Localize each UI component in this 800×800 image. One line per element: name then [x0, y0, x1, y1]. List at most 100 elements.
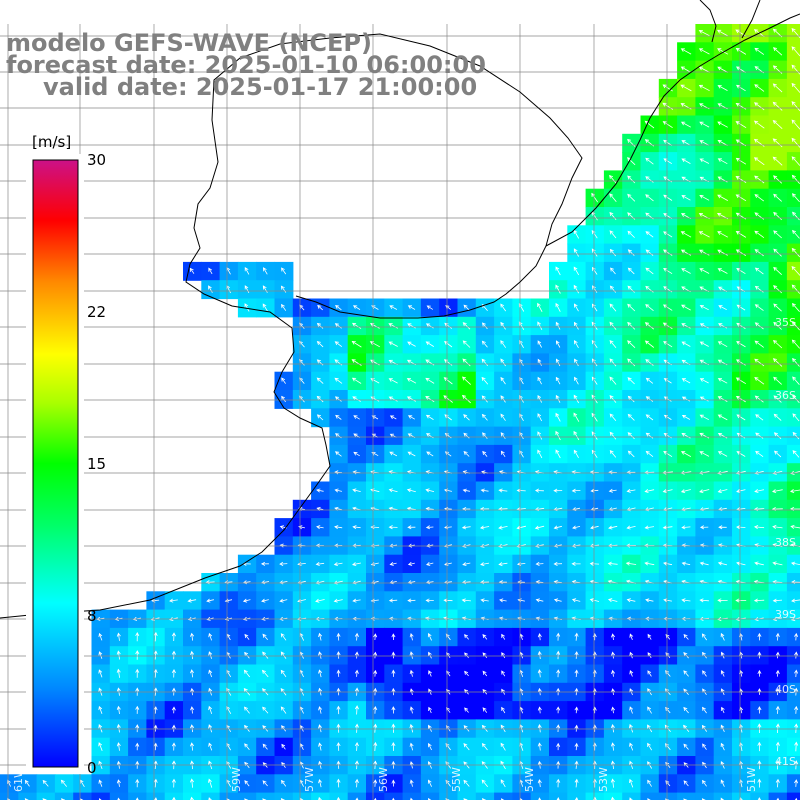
- wind-arrow: [463, 725, 470, 732]
- wind-arrow: [773, 376, 782, 385]
- wind-arrow: [463, 451, 470, 457]
- wind-arrow: [791, 137, 800, 148]
- wind-arrow: [187, 598, 197, 603]
- wind-arrow: [754, 358, 765, 367]
- wind-cell: [530, 792, 550, 800]
- wind-arrow: [153, 650, 158, 660]
- wind-arrow: [409, 669, 414, 677]
- wind-cell: [384, 792, 404, 800]
- wind-arrow: [627, 193, 636, 202]
- wind-arrow: [443, 598, 453, 603]
- wind-cell: [201, 792, 221, 800]
- wind-arrow: [407, 451, 416, 457]
- wind-arrow: [609, 340, 617, 349]
- wind-arrow: [462, 562, 471, 566]
- wind-arrow: [555, 284, 561, 294]
- wind-arrow: [116, 650, 121, 660]
- wind-arrow: [24, 779, 30, 787]
- wind-arrow: [280, 669, 287, 678]
- wind-arrow: [755, 414, 764, 421]
- wind-arrow: [699, 396, 709, 402]
- wind-arrow: [500, 303, 507, 312]
- wind-cell: [256, 792, 276, 800]
- wind-cell: [54, 792, 74, 800]
- wind-arrow: [720, 632, 725, 641]
- wind-arrow: [681, 140, 691, 146]
- graticule-grid: [0, 24, 800, 800]
- wind-arrow: [428, 670, 432, 677]
- wind-arrow: [647, 670, 652, 677]
- wind-arrow: [279, 561, 288, 566]
- wind-arrow: [702, 706, 707, 714]
- wind-arrow: [680, 84, 692, 92]
- wind-arrow: [116, 779, 121, 787]
- wind-arrow: [772, 598, 783, 603]
- wind-arrow: [425, 377, 435, 384]
- wind-arrow: [336, 742, 341, 751]
- wind-arrow: [352, 305, 361, 310]
- wind-arrow: [352, 488, 361, 493]
- wind-arrow: [627, 267, 635, 275]
- wind-cell: [786, 701, 800, 720]
- wind-arrow: [208, 267, 213, 275]
- wind-arrow: [443, 377, 453, 385]
- wind-cell: [768, 792, 788, 800]
- wind-arrow: [171, 668, 176, 678]
- wind-arrow: [699, 195, 710, 201]
- wind-arrow: [388, 525, 398, 530]
- wind-arrow: [592, 285, 598, 293]
- wind-arrow: [480, 488, 489, 493]
- wind-cell: [786, 335, 800, 354]
- wind-arrow: [373, 723, 378, 733]
- wind-arrow: [717, 378, 728, 384]
- wind-arrow: [647, 633, 652, 640]
- wind-arrow: [482, 652, 488, 658]
- wind-arrow: [683, 780, 689, 787]
- wind-arrow: [537, 358, 542, 366]
- wind-arrow: [537, 723, 542, 733]
- wind-arrow: [281, 267, 287, 275]
- wind-arrow: [775, 669, 780, 677]
- wind-arrow: [316, 341, 324, 348]
- wind-arrow: [535, 561, 544, 566]
- wind-arrow: [590, 525, 599, 530]
- wind-arrow: [573, 339, 579, 349]
- wind-arrow: [753, 157, 765, 166]
- wind-arrow: [281, 303, 287, 311]
- wind-arrow: [773, 321, 782, 330]
- wind-arrow: [409, 632, 414, 641]
- wind-arrow: [352, 322, 362, 329]
- wind-arrow: [299, 743, 304, 750]
- wind-arrow: [681, 378, 691, 384]
- wind-arrow: [647, 706, 652, 714]
- wind-arrow: [754, 194, 765, 202]
- wind-arrow: [683, 724, 690, 732]
- wind-arrow: [242, 598, 251, 603]
- wind-arrow: [629, 633, 634, 641]
- wind-arrow: [757, 741, 762, 752]
- wind-arrow: [353, 415, 360, 420]
- wind-arrow: [775, 651, 780, 659]
- wind-arrow: [464, 634, 470, 640]
- wind-arrow: [735, 249, 747, 256]
- wind-arrow: [699, 323, 709, 329]
- wind-arrow: [699, 598, 709, 603]
- wind-arrow: [316, 488, 324, 493]
- wind-arrow: [683, 743, 689, 750]
- wind-arrow: [680, 48, 692, 55]
- wind-arrow: [644, 340, 655, 348]
- wind-arrow: [500, 321, 506, 330]
- wind-arrow: [611, 651, 616, 659]
- wind-arrow: [609, 358, 617, 367]
- wind-arrow: [464, 670, 469, 677]
- wind-arrow: [334, 470, 343, 475]
- wind-arrow: [354, 741, 359, 751]
- wind-arrow: [500, 340, 507, 348]
- wind-arrow: [409, 651, 414, 659]
- wind-arrow: [790, 561, 800, 566]
- wind-arrow: [553, 525, 562, 530]
- wind-arrow: [792, 357, 800, 367]
- wind-arrow: [280, 285, 287, 293]
- wind-arrow: [775, 632, 780, 641]
